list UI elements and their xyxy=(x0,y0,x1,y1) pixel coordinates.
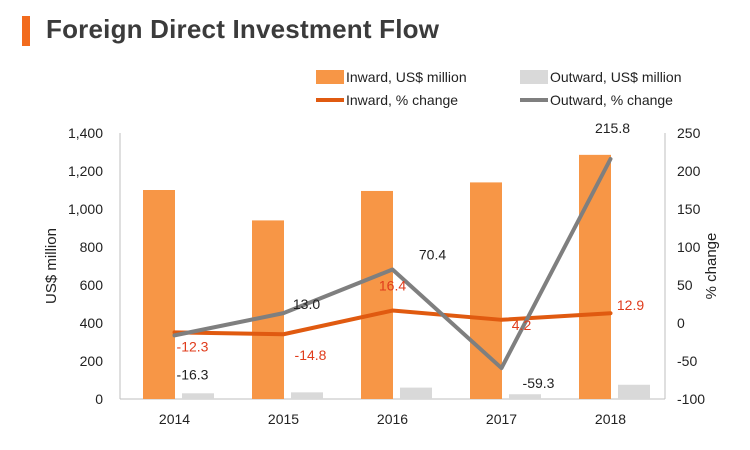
y-right-tick-label: 200 xyxy=(677,163,701,179)
y-right-tick-label: -100 xyxy=(677,391,705,407)
y-right-tick-label: 0 xyxy=(677,315,685,331)
y-tick-label: 0 xyxy=(95,391,103,407)
data-label-outward: 70.4 xyxy=(419,246,446,262)
legend-label: Outward, % change xyxy=(550,92,673,108)
bar-inward xyxy=(361,190,393,399)
x-tick-label: 2017 xyxy=(486,411,517,427)
data-label-inward: 4.2 xyxy=(512,317,532,333)
y-axis-label: US$ million xyxy=(43,228,60,304)
data-label-outward: 215.8 xyxy=(595,120,630,136)
legend-label: Outward, US$ million xyxy=(550,69,682,85)
data-label-inward: 16.4 xyxy=(379,278,406,294)
title-accent-bar xyxy=(22,16,30,46)
y-right-tick-label: 50 xyxy=(677,277,693,293)
bar-inward xyxy=(579,154,611,399)
y-right-axis-label: % change xyxy=(703,233,720,300)
bar-inward xyxy=(143,190,175,399)
data-label-inward: 12.9 xyxy=(617,297,644,313)
data-label-outward: -16.3 xyxy=(177,366,209,382)
y-tick-label: 400 xyxy=(80,315,104,331)
x-tick-label: 2015 xyxy=(268,411,299,427)
x-tick-label: 2016 xyxy=(377,411,408,427)
x-tick-label: 2018 xyxy=(595,411,626,427)
line-outward-pct xyxy=(172,156,613,371)
y-right-tick-label: 150 xyxy=(677,201,701,217)
data-label-outward: -59.3 xyxy=(523,375,555,391)
data-label-inward: -12.3 xyxy=(177,338,209,354)
y-right-tick-label: -50 xyxy=(677,353,697,369)
chart-title: Foreign Direct Investment Flow xyxy=(46,14,440,44)
bar-outward xyxy=(618,384,650,399)
data-label-inward: -14.8 xyxy=(295,347,327,363)
y-tick-label: 800 xyxy=(80,239,104,255)
legend-label: Inward, US$ million xyxy=(346,69,467,85)
y-right-tick-label: 100 xyxy=(677,239,701,255)
y-tick-label: 200 xyxy=(80,353,104,369)
y-right-tick-label: 250 xyxy=(677,125,701,141)
legend-swatch xyxy=(316,70,344,84)
y-tick-label: 600 xyxy=(80,277,104,293)
y-tick-label: 1,000 xyxy=(68,201,103,217)
bar-inward xyxy=(252,220,284,399)
legend-label: Inward, % change xyxy=(346,92,458,108)
y-tick-label: 1,200 xyxy=(68,163,103,179)
legend-swatch xyxy=(520,70,548,84)
bar-outward xyxy=(291,392,323,399)
y-tick-label: 1,400 xyxy=(68,125,103,141)
bar-outward xyxy=(509,394,541,399)
data-label-outward: 13.0 xyxy=(293,296,320,312)
x-tick-label: 2014 xyxy=(159,411,190,427)
line-inward-pct xyxy=(172,308,613,337)
bar-outward xyxy=(400,387,432,399)
bar-outward xyxy=(182,393,214,399)
